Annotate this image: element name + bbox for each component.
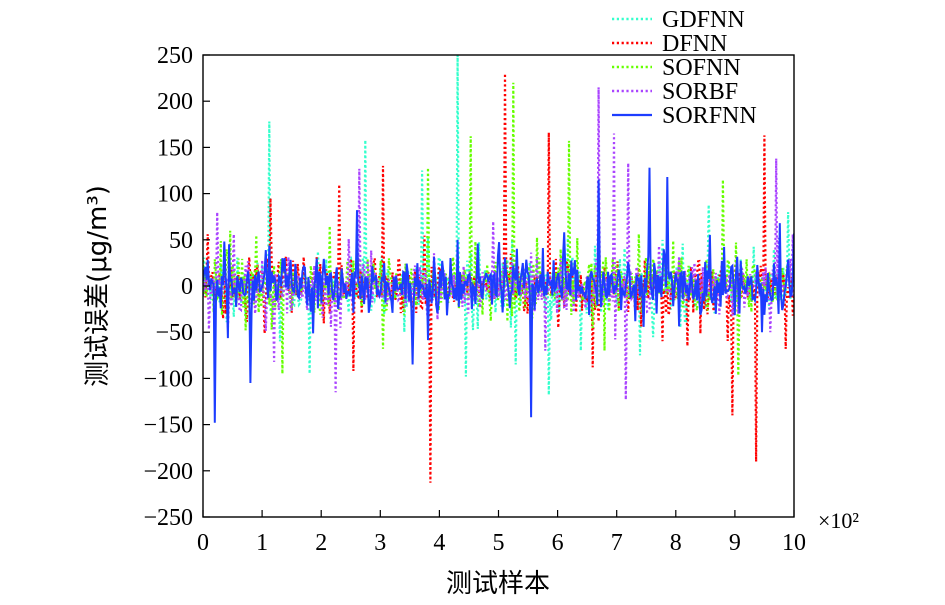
y-tick-label: 150 — [157, 135, 193, 161]
legend-label-gdfnn: GDFNN — [662, 7, 745, 33]
x-tick-label: 3 — [374, 530, 386, 556]
y-tick-label: −250 — [143, 505, 193, 531]
x-tick-label: 5 — [493, 530, 505, 556]
legend-label-dfnn: DFNN — [662, 31, 727, 57]
x-tick-label: 4 — [433, 530, 445, 556]
legend-label-sofnn: SOFNN — [662, 55, 741, 81]
x-tick-label: 6 — [552, 530, 564, 556]
y-tick-label: −50 — [155, 320, 193, 346]
y-tick-label: 250 — [157, 43, 193, 69]
x-tick-label: 9 — [729, 530, 741, 556]
axis-layer: 0 1 2 3 4 5 6 7 8 9 10 250 200 150 100 50 0 −50 −100 −150 −2… — [143, 43, 806, 556]
x-axis-title: 测试样本 — [446, 569, 550, 599]
x-tick-label: 2 — [315, 530, 327, 556]
x-tick-label: 8 — [670, 530, 682, 556]
series-layer — [203, 55, 794, 483]
legend-label-sorfnn: SORFNN — [662, 103, 757, 129]
y-tick-label: −150 — [143, 413, 193, 439]
x-tick-label: 0 — [197, 530, 209, 556]
x-tick-label: 1 — [256, 530, 268, 556]
x-tick-label: 7 — [611, 530, 623, 556]
x-multiplier: ×10² — [818, 508, 859, 533]
y-tick-label: 100 — [157, 182, 193, 208]
y-tick-label: −100 — [143, 366, 193, 392]
y-tick-label: 50 — [169, 228, 193, 254]
y-tick-label: 0 — [181, 274, 193, 300]
series-line-sorfnn — [203, 167, 794, 423]
y-axis-title: 测试误差(μg/m³) — [83, 185, 113, 387]
y-tick-label: 200 — [157, 89, 193, 115]
y-tick-label: −200 — [143, 459, 193, 485]
legend-label-sorbf: SORBF — [662, 79, 738, 105]
x-tick-label: 10 — [782, 530, 806, 556]
